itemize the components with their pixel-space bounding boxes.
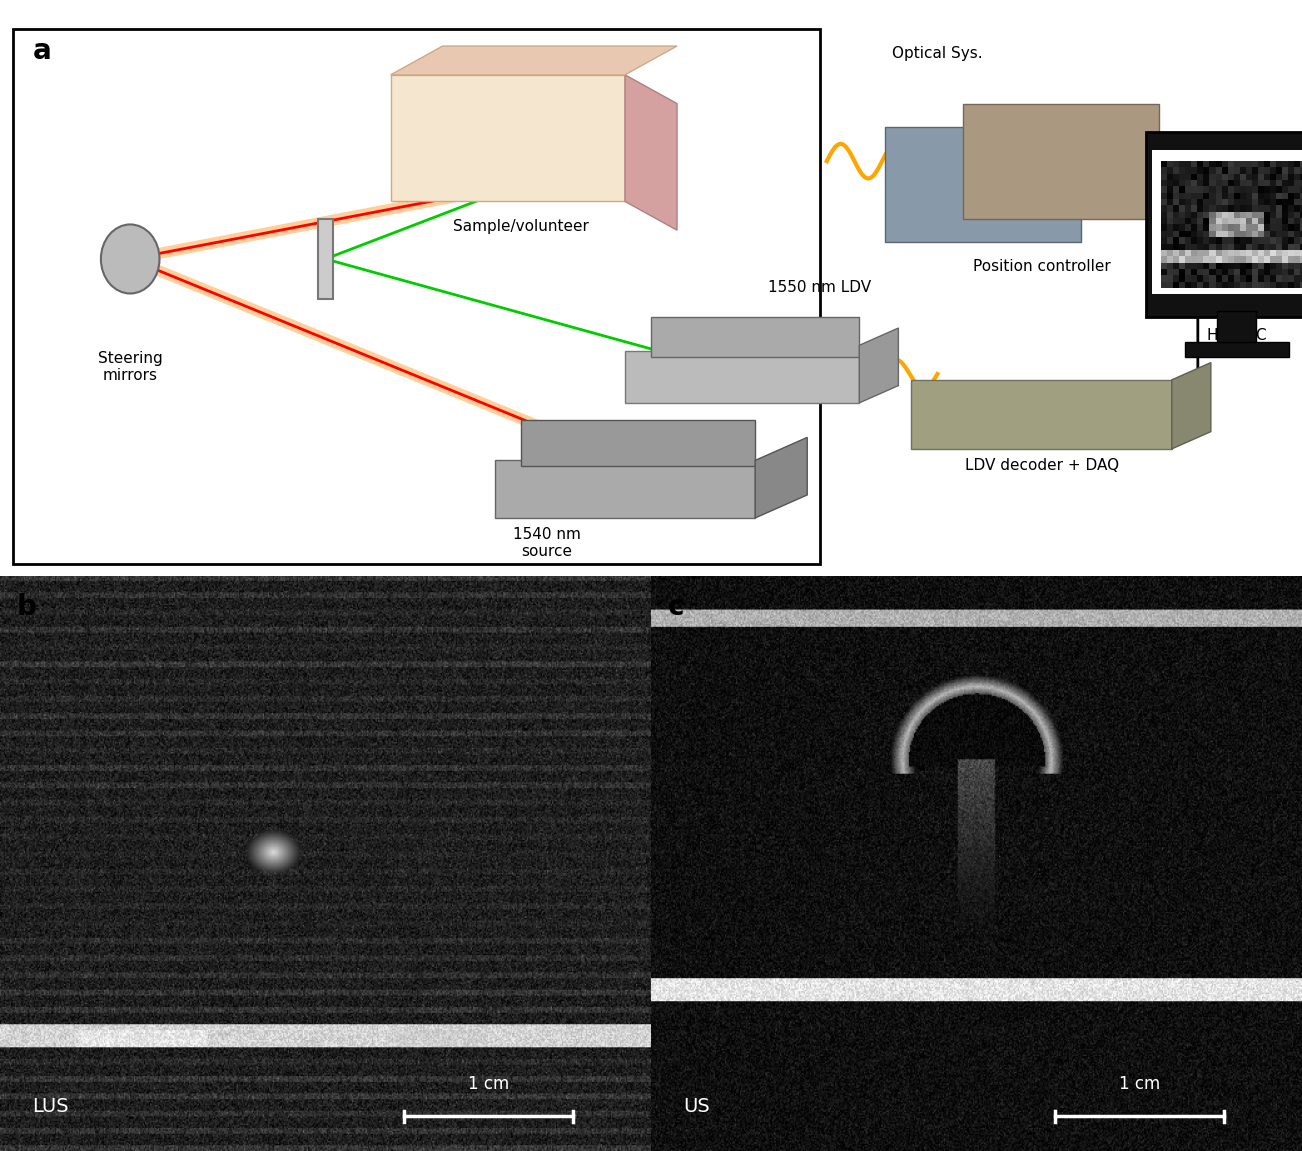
- Text: 1540 nm
source: 1540 nm source: [513, 527, 581, 559]
- FancyBboxPatch shape: [1217, 311, 1256, 345]
- FancyBboxPatch shape: [521, 420, 755, 466]
- FancyBboxPatch shape: [1146, 132, 1302, 317]
- Text: US: US: [684, 1097, 711, 1116]
- Text: 1550 nm LDV: 1550 nm LDV: [768, 280, 871, 296]
- Polygon shape: [1172, 363, 1211, 449]
- FancyBboxPatch shape: [911, 380, 1172, 449]
- Text: Host PC: Host PC: [1207, 328, 1267, 343]
- Ellipse shape: [102, 224, 159, 294]
- Text: LDV decoder + DAQ: LDV decoder + DAQ: [965, 458, 1118, 473]
- Text: b: b: [17, 593, 36, 620]
- FancyBboxPatch shape: [391, 75, 625, 201]
- FancyBboxPatch shape: [1152, 150, 1302, 294]
- Text: 1 cm: 1 cm: [467, 1075, 509, 1093]
- Text: Sample/volunteer: Sample/volunteer: [453, 219, 589, 234]
- FancyBboxPatch shape: [1161, 161, 1302, 288]
- Text: 1 cm: 1 cm: [1118, 1075, 1160, 1093]
- FancyBboxPatch shape: [651, 317, 859, 357]
- Text: a: a: [33, 37, 51, 66]
- Polygon shape: [625, 75, 677, 230]
- FancyBboxPatch shape: [1185, 343, 1289, 357]
- Polygon shape: [391, 46, 677, 75]
- Text: c: c: [667, 593, 684, 620]
- FancyBboxPatch shape: [495, 460, 755, 518]
- Text: Steering
mirrors: Steering mirrors: [98, 351, 163, 383]
- Polygon shape: [859, 328, 898, 403]
- Polygon shape: [755, 437, 807, 518]
- Text: LUS: LUS: [33, 1097, 69, 1116]
- Text: Position controller: Position controller: [973, 259, 1111, 274]
- FancyBboxPatch shape: [625, 351, 859, 403]
- FancyBboxPatch shape: [13, 29, 820, 564]
- FancyBboxPatch shape: [963, 104, 1159, 219]
- FancyBboxPatch shape: [318, 219, 333, 299]
- Text: Optical Sys.: Optical Sys.: [892, 46, 983, 61]
- FancyBboxPatch shape: [885, 127, 1081, 242]
